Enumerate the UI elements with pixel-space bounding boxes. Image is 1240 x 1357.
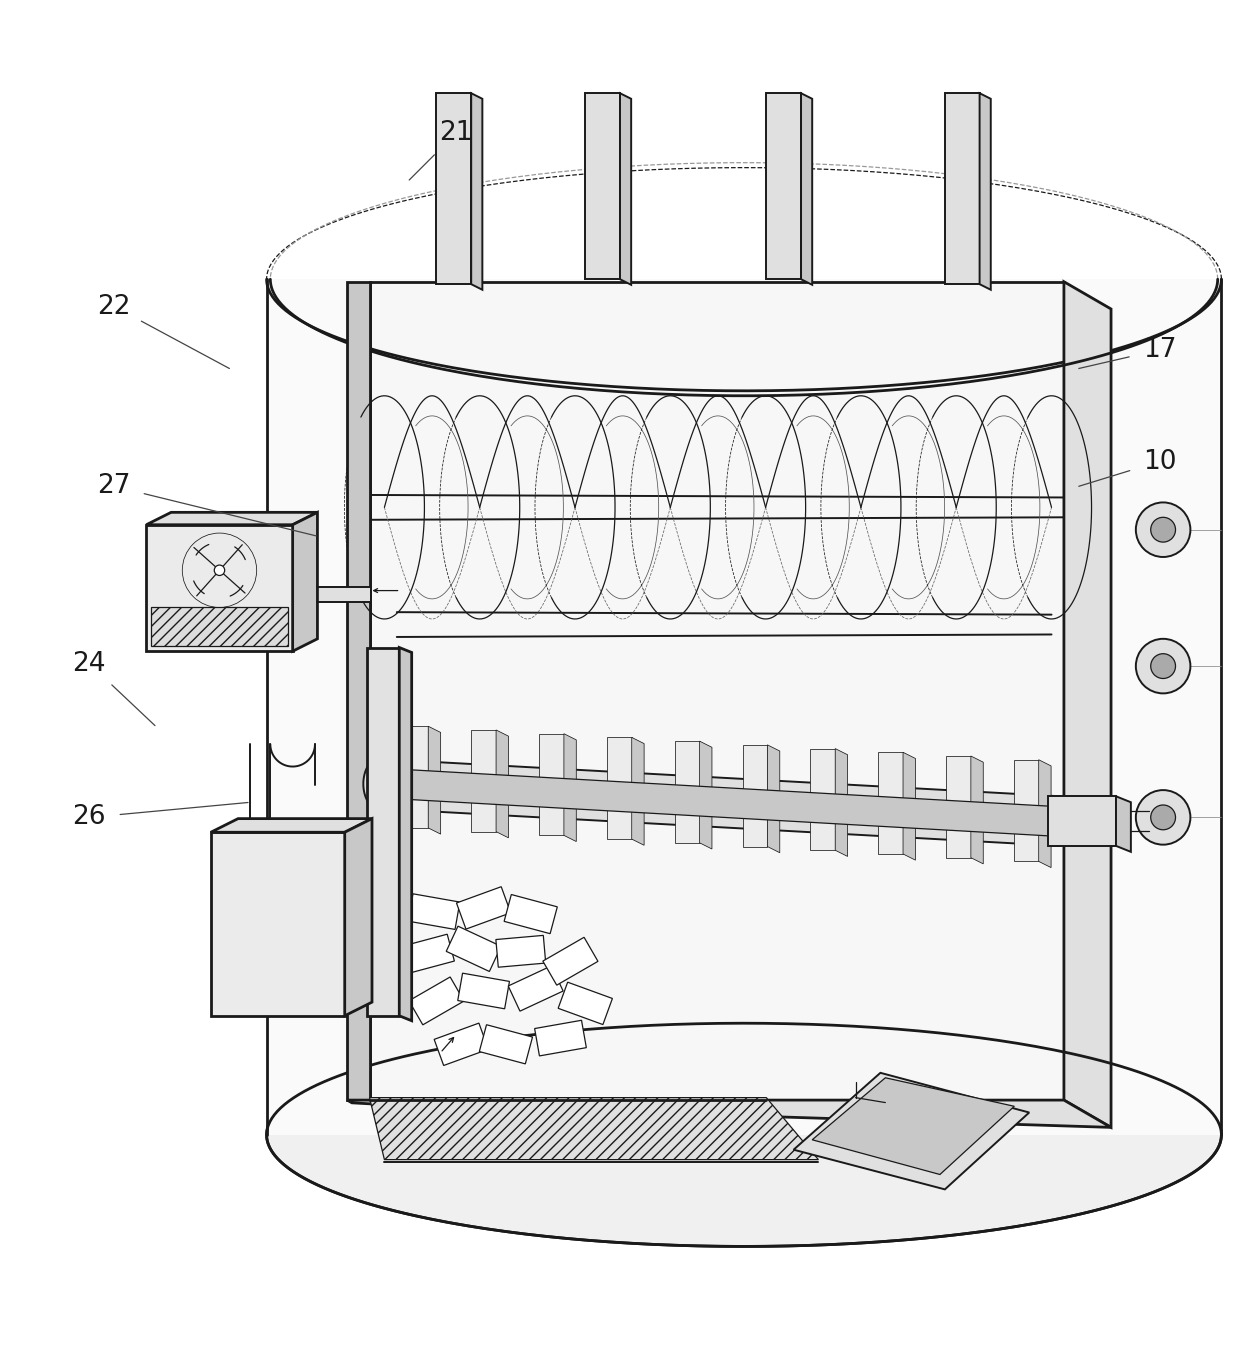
- Circle shape: [1136, 790, 1190, 844]
- Polygon shape: [766, 94, 801, 280]
- Polygon shape: [402, 934, 454, 973]
- Polygon shape: [768, 745, 780, 852]
- Polygon shape: [971, 756, 983, 864]
- Polygon shape: [543, 938, 598, 985]
- Polygon shape: [211, 832, 345, 1016]
- Polygon shape: [812, 1077, 1014, 1175]
- Polygon shape: [471, 94, 482, 290]
- Polygon shape: [370, 1098, 818, 1160]
- Polygon shape: [558, 982, 613, 1025]
- Text: 26: 26: [72, 805, 107, 830]
- Polygon shape: [496, 935, 546, 968]
- Text: 10: 10: [1142, 449, 1177, 475]
- Polygon shape: [347, 1101, 377, 1105]
- Text: 21: 21: [439, 119, 474, 147]
- Polygon shape: [446, 927, 501, 972]
- Polygon shape: [434, 1023, 489, 1065]
- Text: 17: 17: [1142, 337, 1177, 362]
- Polygon shape: [267, 280, 1221, 1134]
- Polygon shape: [743, 745, 768, 847]
- Polygon shape: [811, 749, 836, 851]
- Text: 22: 22: [97, 293, 131, 319]
- Polygon shape: [146, 525, 293, 651]
- Polygon shape: [508, 966, 563, 1011]
- Polygon shape: [794, 1073, 1029, 1189]
- Polygon shape: [1064, 282, 1111, 1128]
- Polygon shape: [606, 737, 631, 839]
- Polygon shape: [471, 730, 496, 832]
- Polygon shape: [480, 1025, 532, 1064]
- Polygon shape: [505, 894, 557, 934]
- Polygon shape: [496, 730, 508, 837]
- Polygon shape: [1116, 797, 1131, 852]
- Polygon shape: [403, 726, 428, 828]
- Polygon shape: [980, 94, 991, 290]
- Polygon shape: [620, 94, 631, 285]
- Polygon shape: [585, 94, 620, 280]
- Circle shape: [1151, 654, 1176, 678]
- Polygon shape: [631, 737, 644, 845]
- Polygon shape: [675, 741, 699, 843]
- Polygon shape: [382, 759, 1060, 845]
- Polygon shape: [409, 977, 464, 1025]
- Polygon shape: [699, 741, 712, 849]
- Polygon shape: [293, 513, 317, 651]
- Polygon shape: [151, 607, 288, 646]
- Polygon shape: [370, 282, 1064, 1101]
- Polygon shape: [945, 94, 980, 284]
- Polygon shape: [458, 973, 510, 1008]
- Polygon shape: [801, 94, 812, 285]
- Circle shape: [1136, 639, 1190, 693]
- Polygon shape: [211, 818, 372, 832]
- Polygon shape: [456, 886, 511, 930]
- Polygon shape: [1048, 797, 1116, 845]
- Polygon shape: [146, 513, 317, 525]
- Circle shape: [1151, 805, 1176, 829]
- Polygon shape: [903, 752, 915, 860]
- Polygon shape: [363, 757, 401, 811]
- Polygon shape: [836, 749, 848, 856]
- Circle shape: [215, 565, 224, 575]
- Polygon shape: [408, 894, 460, 930]
- Polygon shape: [367, 647, 399, 1016]
- Polygon shape: [428, 726, 440, 835]
- Circle shape: [1151, 517, 1176, 541]
- Polygon shape: [539, 734, 564, 836]
- Polygon shape: [399, 647, 412, 1020]
- Polygon shape: [347, 282, 370, 1101]
- Polygon shape: [397, 769, 1050, 836]
- Polygon shape: [436, 94, 471, 284]
- Polygon shape: [345, 818, 372, 1016]
- Text: 27: 27: [97, 474, 131, 499]
- Polygon shape: [946, 756, 971, 858]
- Text: 24: 24: [72, 650, 107, 677]
- Polygon shape: [373, 771, 392, 798]
- Polygon shape: [1039, 760, 1052, 867]
- Polygon shape: [564, 734, 577, 841]
- Polygon shape: [370, 1101, 1111, 1128]
- Circle shape: [1136, 502, 1190, 556]
- Polygon shape: [267, 1023, 1221, 1247]
- Polygon shape: [534, 1020, 587, 1056]
- Polygon shape: [1014, 760, 1039, 862]
- Polygon shape: [878, 752, 903, 854]
- Polygon shape: [317, 586, 370, 601]
